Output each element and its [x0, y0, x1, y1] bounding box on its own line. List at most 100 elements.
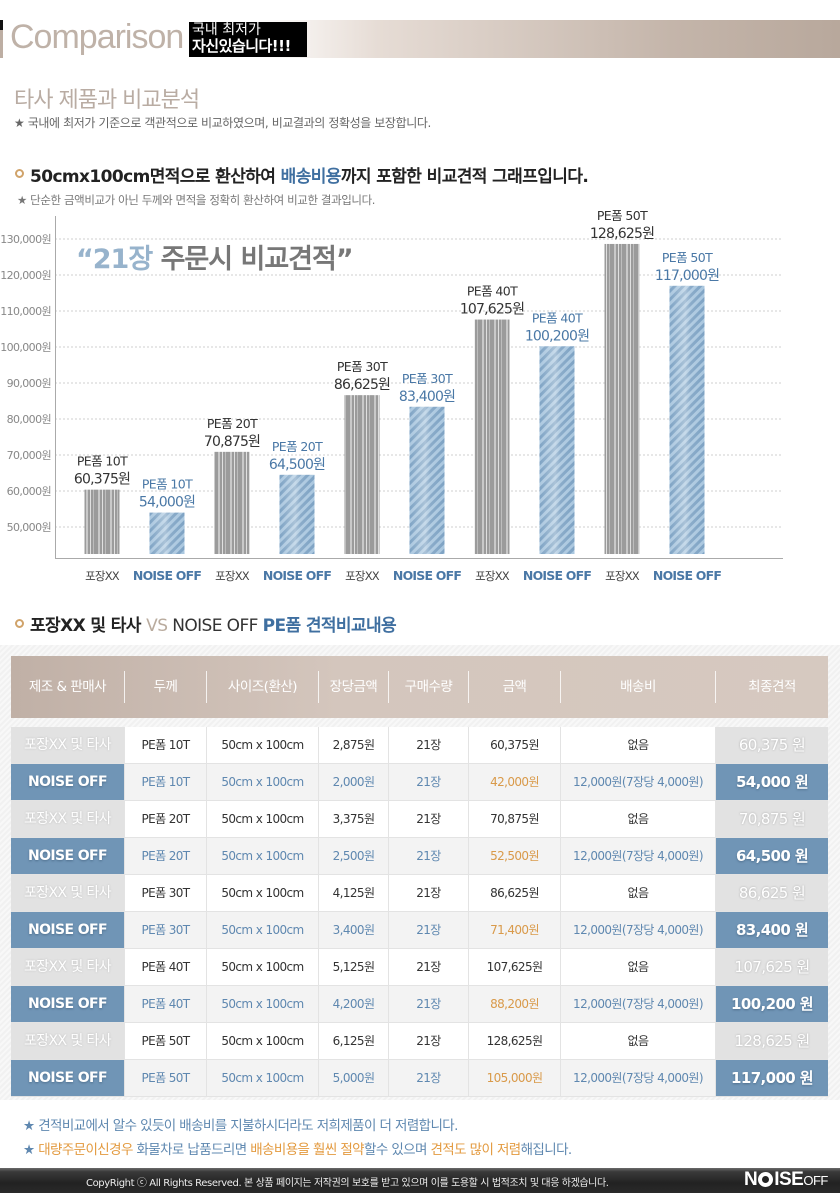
column-header: 두께: [125, 671, 207, 703]
table-cell: 100,200 원: [716, 986, 828, 1022]
footnote-1: ★ 견적비교에서 알수 있듯이 배송비를 지불하시더라도 저희제품이 더 저렴합…: [23, 1118, 458, 1134]
footnote-2: ★ 대량주문이신경우 화물차로 납품드리면 배송비용을 훨씬 절약할수 있으며 …: [23, 1138, 572, 1158]
table-row: NOISE OFF PE폼 50T 50cm x 100cm 5,000원 21장 105…: [11, 1060, 828, 1097]
table-cell: 107,625 원: [716, 949, 828, 985]
table-cell: NOISE OFF: [11, 838, 125, 874]
bar-shine: [669, 285, 705, 554]
table-row: NOISE OFF PE폼 10T 50cm x 100cm 2,000원 21장 42,…: [11, 764, 828, 801]
table-cell: 52,500원: [469, 838, 561, 874]
table-cell: 50cm x 100cm: [207, 1023, 319, 1059]
table-cell: 64,500 원: [716, 838, 828, 874]
table-cell: 50cm x 100cm: [207, 912, 319, 948]
table-header: 제조 & 판매사 두께 사이즈(환산) 장당금액 구매수량 금액 배송비 최종견적: [11, 656, 828, 718]
bar-label-product: PE폼 40T: [467, 284, 518, 299]
table-cell: 포장XX 및 타사: [11, 727, 125, 763]
bar-label-value: 64,500원: [269, 457, 325, 473]
bar-shine: [409, 406, 445, 554]
table-cell: 12,000원(7장당 4,000원): [561, 764, 716, 800]
x-tick-label: NOISE OFF: [393, 568, 461, 583]
y-tick-label: 90,000원: [7, 377, 51, 390]
bar-label-product: PE폼 20T: [272, 439, 323, 454]
bar-shine: [279, 474, 315, 554]
table-cell: 2,500원: [319, 838, 389, 874]
table-cell: 50cm x 100cm: [207, 727, 319, 763]
table-cell: 70,875 원: [716, 801, 828, 837]
section-note: ★ 국내에 최저가 기준으로 객관적으로 비교하였으며, 비교결과의 정확성을 …: [14, 116, 431, 130]
bar-label-value: 128,625원: [590, 226, 654, 242]
table-cell: 없음: [561, 1023, 716, 1059]
x-tick-label: NOISE OFF: [263, 568, 331, 583]
table-cell: 3,375원: [319, 801, 389, 837]
table-cell: NOISE OFF: [11, 986, 125, 1022]
x-tick-label: 포장XX: [475, 569, 510, 583]
table-cell: NOISE OFF: [11, 912, 125, 948]
table-cell: 21장: [389, 912, 469, 948]
logo-off: OFF: [803, 1173, 828, 1188]
table-row: NOISE OFF PE폼 40T 50cm x 100cm 4,200원 21장 88,…: [11, 986, 828, 1023]
table-cell: 60,375 원: [716, 727, 828, 763]
table-cell: 128,625원: [469, 1023, 561, 1059]
table-cell: PE폼 10T: [125, 764, 207, 800]
table-cell: 12,000원(7장당 4,000원): [561, 986, 716, 1022]
table-cell: 71,400원: [469, 912, 561, 948]
bar-label-value: 107,625원: [460, 302, 524, 318]
lowest-price-badge: 국내 최저가 자신있습니다!!!: [189, 22, 307, 57]
table-cell: 21장: [389, 764, 469, 800]
bar-label-product: PE폼 30T: [402, 371, 453, 386]
table-cell: PE폼 50T: [125, 1060, 207, 1096]
table-row: NOISE OFF PE폼 20T 50cm x 100cm 2,500원 21장 52,…: [11, 838, 828, 875]
bar-label-product: PE폼 40T: [532, 310, 583, 325]
x-tick-label: 포장XX: [215, 569, 250, 583]
x-tick-label: NOISE OFF: [523, 568, 591, 583]
table-cell: 21장: [389, 949, 469, 985]
footnote-part: 해집니다.: [520, 1142, 573, 1158]
table-cell: 60,375원: [469, 727, 561, 763]
table-cell: 54,000 원: [716, 764, 828, 800]
y-tick-label: 70,000원: [7, 449, 51, 462]
header-banner: [0, 20, 840, 58]
x-tick-label: 포장XX: [345, 569, 380, 583]
table-row: 포장XX 및 타사 PE폼 10T 50cm x 100cm 2,875원 21장 60,…: [11, 727, 828, 764]
y-tick-label: 120,000원: [0, 269, 51, 282]
table-cell: 50cm x 100cm: [207, 949, 319, 985]
brand-logo: N ISEOFF: [744, 1169, 828, 1191]
footnote-part: 화물차로 납품드리면: [132, 1142, 251, 1158]
table-cell: 없음: [561, 949, 716, 985]
y-tick-label: 80,000원: [7, 413, 51, 426]
table-cell: 21장: [389, 1023, 469, 1059]
table-cell: PE폼 10T: [125, 727, 207, 763]
quote-number: 21장: [92, 244, 153, 275]
footnote-highlight: 배송비용을 훨씬 절약: [250, 1142, 364, 1158]
column-header: 배송비: [561, 671, 716, 703]
table-row: 포장XX 및 타사 PE폼 40T 50cm x 100cm 5,125원 21장 107…: [11, 949, 828, 986]
bar-label-value: 83,400원: [399, 389, 455, 405]
table-cell: 2,000원: [319, 764, 389, 800]
badge-line-2: 자신있습니다!!!: [192, 37, 291, 55]
table-cell: 105,000원: [469, 1060, 561, 1096]
table-cell: 3,400원: [319, 912, 389, 948]
footnote-highlight: 견적도 많이 저렴: [430, 1142, 521, 1158]
footnote-highlight: 대량주문이신경우: [38, 1142, 133, 1158]
table-cell: 2,875원: [319, 727, 389, 763]
bullet-icon: [15, 619, 24, 628]
title-part: NOISE OFF: [167, 616, 263, 636]
logo-o-icon: [758, 1172, 774, 1187]
table-cell: PE폼 50T: [125, 1023, 207, 1059]
table-cell: 21장: [389, 727, 469, 763]
table-cell: 50cm x 100cm: [207, 1060, 319, 1096]
table-cell: PE폼 30T: [125, 875, 207, 911]
comparison-table: 포장XX 및 타사 PE폼 10T 50cm x 100cm 2,875원 21장 60,…: [11, 727, 828, 1097]
column-header: 구매수량: [389, 671, 469, 703]
table-cell: 5,000원: [319, 1060, 389, 1096]
bar-label-value: 117,000원: [655, 268, 719, 284]
table-cell: 50cm x 100cm: [207, 764, 319, 800]
title-part: 까지 포함한 비교견적 그래프입니다.: [340, 167, 589, 187]
table-cell: 21장: [389, 986, 469, 1022]
table-cell: PE폼 30T: [125, 912, 207, 948]
y-tick-label: 100,000원: [0, 341, 51, 354]
table-cell: 4,125원: [319, 875, 389, 911]
bar-label-product: PE폼 10T: [142, 477, 193, 492]
column-header: 금액: [469, 671, 561, 703]
competitor-bar: [474, 319, 510, 554]
table-cell: 83,400 원: [716, 912, 828, 948]
